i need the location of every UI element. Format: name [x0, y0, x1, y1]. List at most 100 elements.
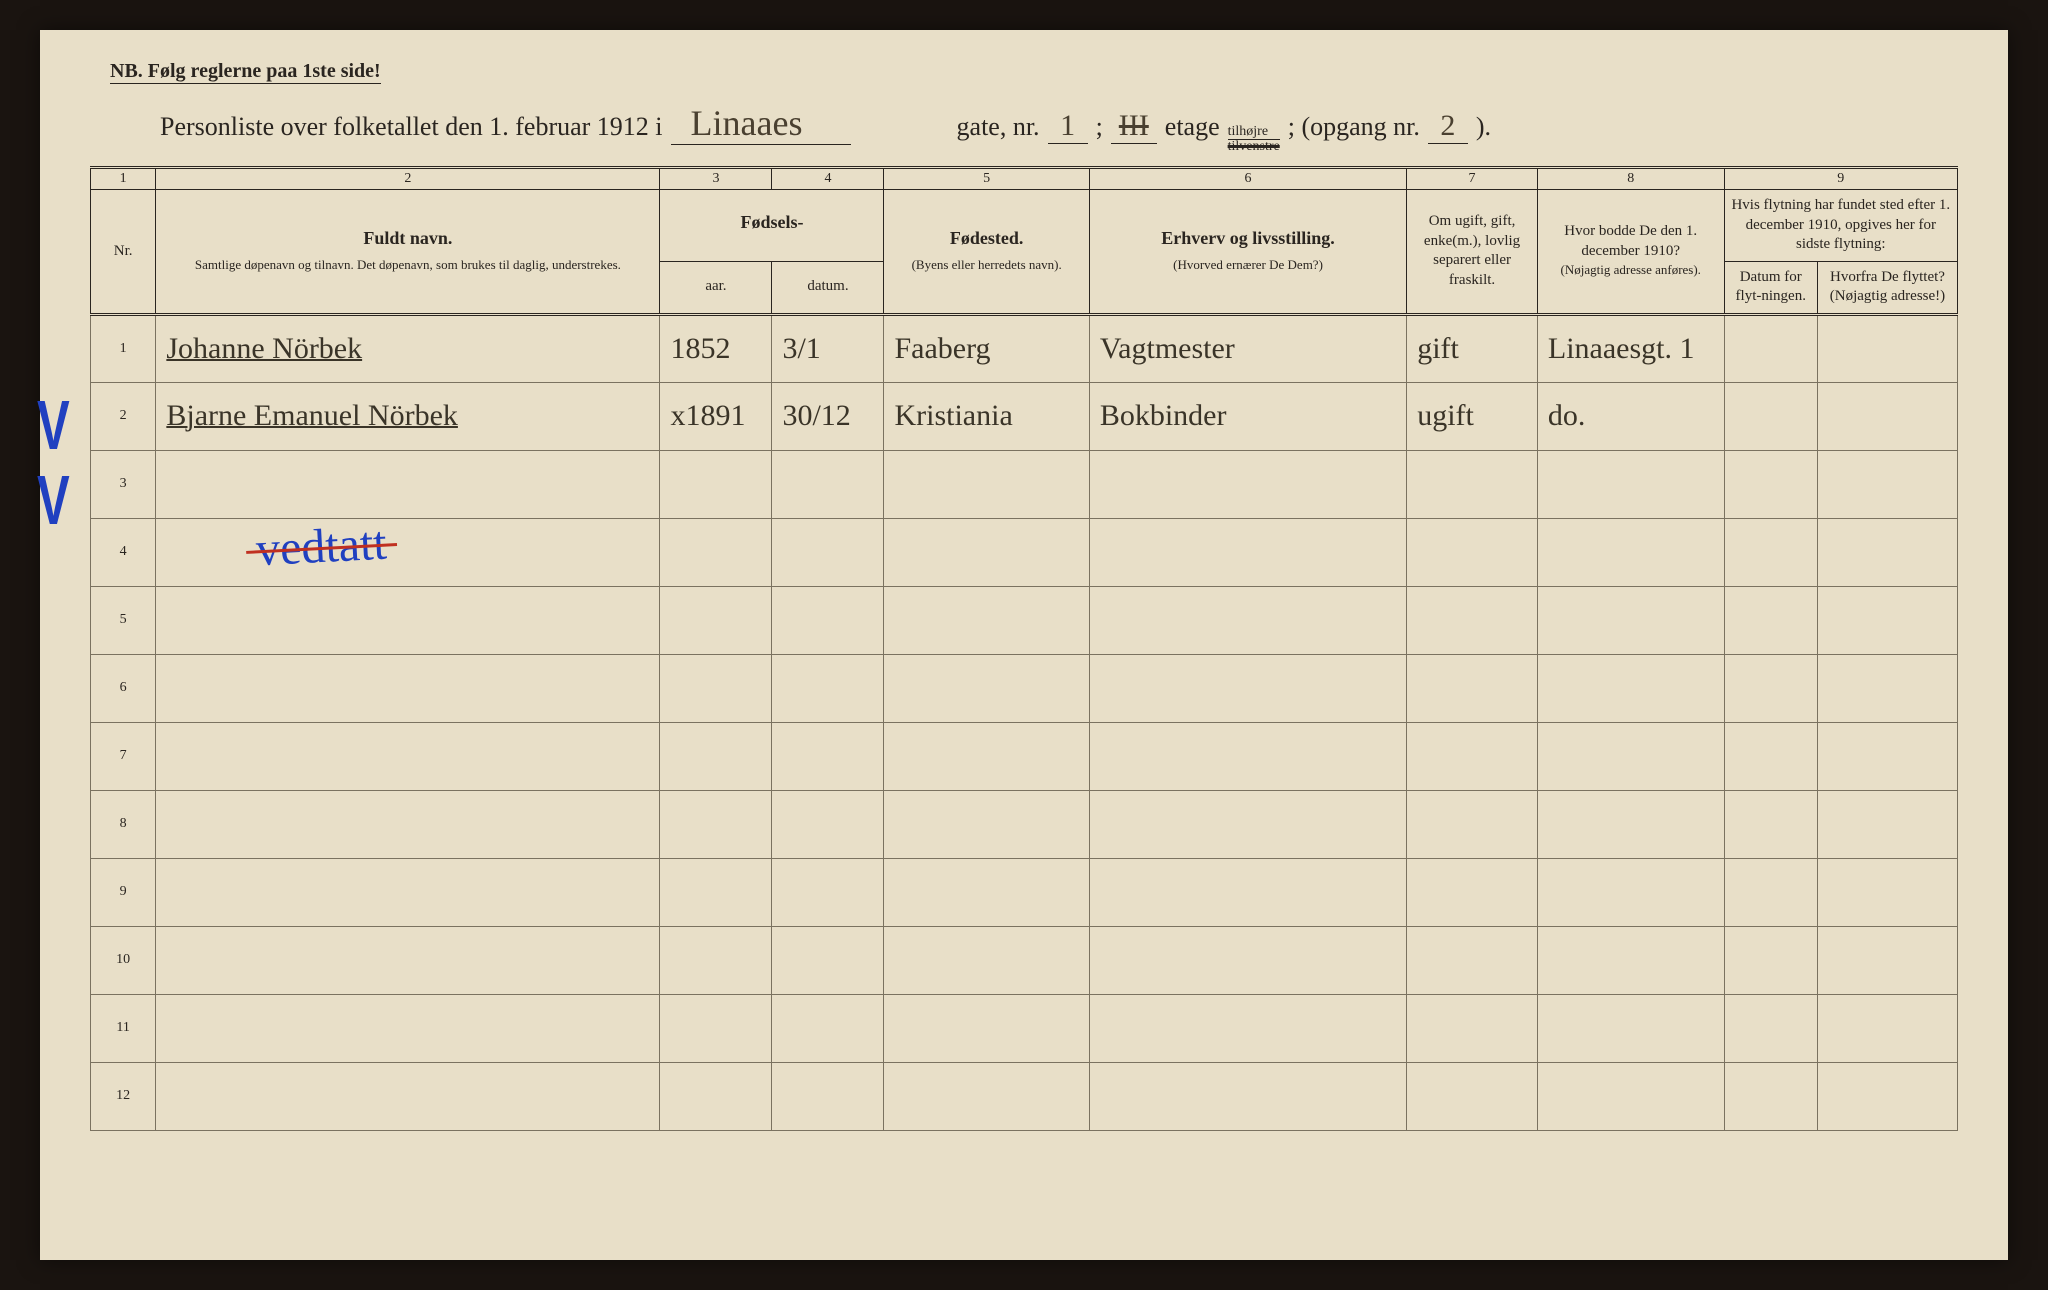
- side-fraction: tilhøjre tilvenstre: [1228, 125, 1280, 154]
- checkmark-icon: V: [37, 385, 70, 465]
- table-row: 2 Bjarne Emanuel Nörbek x1891 30/12 Kris…: [91, 382, 1958, 450]
- colnum-3: 3: [660, 168, 772, 190]
- header-row-1: Nr. Fuldt navn. Samtlige døpenavn og til…: [91, 190, 1958, 262]
- hdr-aar: aar.: [660, 261, 772, 314]
- census-page: NB. Følg reglerne paa 1ste side! Personl…: [40, 30, 2008, 1260]
- hdr-fodested-label: Fødested.: [888, 227, 1084, 250]
- cell-name: Bjarne Emanuel Nörbek: [156, 382, 660, 450]
- hdr-ugift: Om ugift, gift, enke(m.), lovlig separer…: [1407, 190, 1538, 315]
- cell-name: [156, 1062, 660, 1130]
- gate-number: 1: [1048, 109, 1088, 144]
- table-row: 12: [91, 1062, 1958, 1130]
- cell-flyt-fra: [1817, 382, 1957, 450]
- title-prefix: Personliste over folketallet den 1. febr…: [160, 112, 663, 142]
- row-nr: 6: [91, 654, 156, 722]
- census-table: 1 2 3 3 4 5 6 7 8 9 Nr. Fuldt navn. Samt…: [90, 166, 1958, 1131]
- cell-name: [156, 586, 660, 654]
- row-nr: 8: [91, 790, 156, 858]
- table-row: 10: [91, 926, 1958, 994]
- hdr-erhverv: Erhverv og livsstilling. (Hvorved ernære…: [1089, 190, 1406, 315]
- cell-name: [156, 790, 660, 858]
- colnum-9: 9: [1724, 168, 1957, 190]
- table-row: 9: [91, 858, 1958, 926]
- table-row: 8: [91, 790, 1958, 858]
- cell-ugift: ugift: [1407, 382, 1538, 450]
- row-nr: 9: [91, 858, 156, 926]
- hdr-name-sub: Samtlige døpenavn og tilnavn. Det døpena…: [195, 257, 621, 272]
- row-nr: 5: [91, 586, 156, 654]
- cell-name: [156, 654, 660, 722]
- cell-name: [156, 858, 660, 926]
- cell-name: Johanne Nörbek: [156, 314, 660, 382]
- hdr-flyt: Hvis flytning har fundet sted efter 1. d…: [1724, 190, 1957, 262]
- hdr-erhverv-sub: (Hvorved ernærer De Dem?): [1173, 257, 1323, 272]
- colnum-1: 1: [91, 168, 156, 190]
- vedtatt-stamp: vedtatt: [255, 515, 388, 577]
- hdr-datum: datum.: [772, 261, 884, 314]
- hdr-flyt-dat: Datum for flyt-ningen.: [1724, 261, 1817, 314]
- cell-flyt-dat: [1724, 314, 1817, 382]
- nb-instruction: NB. Følg reglerne paa 1ste side!: [110, 60, 381, 84]
- colnum-4: 4: [772, 168, 884, 190]
- cell-name: [156, 926, 660, 994]
- cell-name: [156, 722, 660, 790]
- cell-ugift: gift: [1407, 314, 1538, 382]
- hdr-fodested: Fødested. (Byens eller herredets navn).: [884, 190, 1089, 315]
- cell-datum: 3/1: [772, 314, 884, 382]
- cell-name: [156, 450, 660, 518]
- cell-name: vedtatt: [156, 518, 660, 586]
- column-number-row: 1 2 3 3 4 5 6 7 8 9: [91, 168, 1958, 190]
- label-opgang: ; (opgang nr.: [1288, 112, 1420, 142]
- etage-number: III: [1111, 109, 1157, 144]
- hdr-bodde-sub: (Nøjagtig adresse anføres).: [1561, 262, 1701, 277]
- row-nr: 4: [91, 518, 156, 586]
- table-row: 5: [91, 586, 1958, 654]
- row-nr: 7: [91, 722, 156, 790]
- hdr-datum-label: datum.: [807, 278, 848, 294]
- hdr-name-label: Fuldt navn.: [160, 227, 655, 250]
- semicolon: ;: [1096, 112, 1103, 142]
- cell-bodde: Linaaesgt. 1: [1537, 314, 1724, 382]
- row-nr: 1: [91, 314, 156, 382]
- side-top: tilhøjre: [1228, 125, 1280, 140]
- colnum-8: 8: [1537, 168, 1724, 190]
- cell-fodested: Kristiania: [884, 382, 1089, 450]
- hdr-bodde: Hvor bodde De den 1. december 1910? (Nøj…: [1537, 190, 1724, 315]
- side-bottom: tilvenstre: [1228, 140, 1280, 154]
- table-row: 4 vedtatt: [91, 518, 1958, 586]
- opgang-number: 2: [1428, 109, 1468, 144]
- checkmark-icon: V: [37, 460, 70, 540]
- label-gate: gate, nr.: [957, 112, 1040, 142]
- cell-bodde: do.: [1537, 382, 1724, 450]
- cell-erhverv: Vagtmester: [1089, 314, 1406, 382]
- cell-aar: 1852: [660, 314, 772, 382]
- table-row: 6: [91, 654, 1958, 722]
- hdr-name: Fuldt navn. Samtlige døpenavn og tilnavn…: [156, 190, 660, 315]
- row-nr: 2: [91, 382, 156, 450]
- table-row: 1 Johanne Nörbek 1852 3/1 Faaberg Vagtme…: [91, 314, 1958, 382]
- hdr-bodde-label: Hvor bodde De den 1. december 1910?: [1564, 223, 1697, 259]
- row-nr: 11: [91, 994, 156, 1062]
- cell-datum: 30/12: [772, 382, 884, 450]
- colnum-5: 5: [884, 168, 1089, 190]
- hdr-aar-label: aar.: [705, 278, 726, 294]
- cell-name: [156, 994, 660, 1062]
- row-nr: 12: [91, 1062, 156, 1130]
- row-nr: 10: [91, 926, 156, 994]
- colnum-2: 2: [156, 168, 660, 190]
- cell-flyt-fra: [1817, 314, 1957, 382]
- form-title-line: Personliste over folketallet den 1. febr…: [160, 102, 1958, 154]
- cell-fodested: Faaberg: [884, 314, 1089, 382]
- hdr-flyt-fra: Hvorfra De flyttet? (Nøjagtig adresse!): [1817, 261, 1957, 314]
- data-rows: 1 Johanne Nörbek 1852 3/1 Faaberg Vagtme…: [91, 314, 1958, 1130]
- cell-flyt-dat: [1724, 382, 1817, 450]
- colnum-6: 6: [1089, 168, 1406, 190]
- hdr-fodsels-label: Fødsels-: [664, 211, 879, 234]
- street-name: Linaaes: [671, 102, 851, 145]
- table-row: 11: [91, 994, 1958, 1062]
- table-row: 3: [91, 450, 1958, 518]
- close-paren: ).: [1476, 112, 1491, 142]
- cell-erhverv: Bokbinder: [1089, 382, 1406, 450]
- hdr-fodested-sub: (Byens eller herredets navn).: [912, 257, 1062, 272]
- label-etage: etage: [1165, 112, 1220, 142]
